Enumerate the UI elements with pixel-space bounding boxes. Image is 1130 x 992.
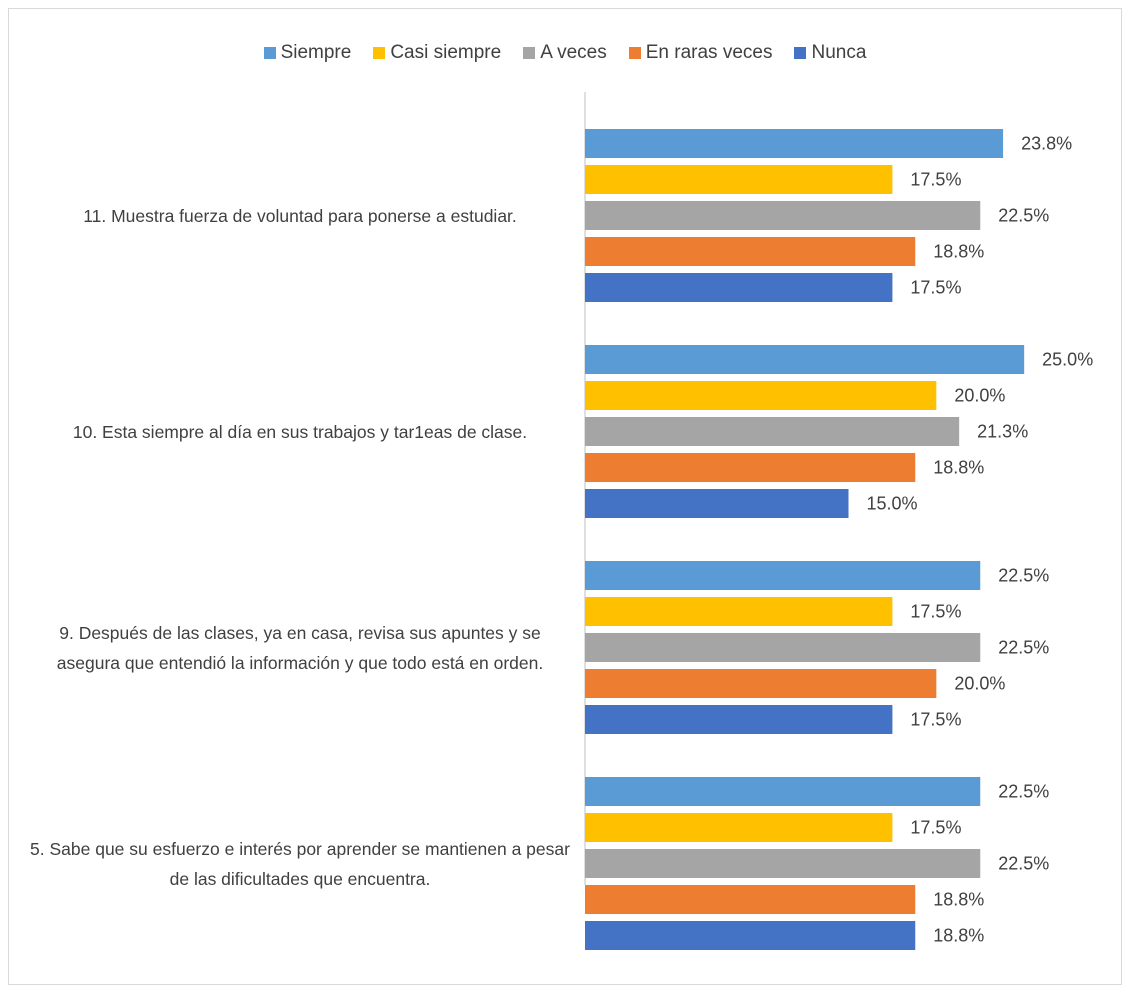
data-label: 18.8% [933,241,984,261]
data-label: 18.8% [933,889,984,909]
data-label: 21.3% [977,421,1028,441]
legend-item: Nunca [794,42,866,64]
bar [585,237,916,266]
data-label: 22.5% [998,565,1049,585]
data-label: 17.5% [910,169,961,189]
data-label: 17.5% [910,601,961,621]
bar [585,705,893,734]
data-label: 25.0% [1042,349,1093,369]
bar [585,669,937,698]
bar [585,777,981,806]
bar [585,273,893,302]
data-label: 17.5% [910,277,961,297]
category-label: 10. Esta siempre al día en sus trabajos … [72,421,528,442]
data-label: 20.0% [954,385,1005,405]
category-label: 9. Después de las clases, ya en casa, re… [56,622,544,673]
bar [585,489,849,518]
bar [585,345,1025,374]
legend-swatch [373,47,386,59]
data-label: 22.5% [998,205,1049,225]
bar [585,885,916,914]
bar [585,849,981,878]
bar [585,921,916,950]
bar [585,381,937,410]
legend-item: En raras veces [628,42,773,64]
legend-item: A veces [523,42,607,64]
data-label: 15.0% [867,493,918,513]
bar [585,633,981,662]
data-label: 23.8% [1021,133,1072,153]
legend-swatch [523,47,536,59]
legend-swatch [263,47,276,59]
legend-item: Casi siempre [373,42,501,64]
chart-border [8,8,1122,985]
legend-label: A veces [540,42,607,63]
legend-label: Siempre [280,42,352,63]
data-label: 22.5% [998,637,1049,657]
bar [585,453,916,482]
bar [585,129,1004,158]
legend: Siempre Casi siempre A veces En raras veces… [0,42,1130,64]
data-label: 20.0% [954,673,1005,693]
legend-label: Casi siempre [390,42,502,63]
data-label: 18.8% [933,457,984,477]
bar [585,561,981,590]
data-label: 18.8% [933,925,984,945]
bar [585,417,960,446]
category-label: 5. Sabe que su esfuerzo e interés por ap… [30,838,570,889]
bar [585,597,893,626]
data-label: 22.5% [998,781,1049,801]
category-label: 11. Muestra fuerza de voluntad para pone… [83,205,517,226]
bar [585,201,981,230]
legend-item: Siempre [263,42,352,64]
legend-swatch [794,47,807,59]
data-label: 17.5% [910,709,961,729]
bar [585,165,893,194]
data-label: 17.5% [910,817,961,837]
legend-swatch [628,47,641,59]
legend-label: Nunca [811,42,867,63]
data-label: 22.5% [998,853,1049,873]
legend-label: En raras veces [645,42,773,63]
bar [585,813,893,842]
